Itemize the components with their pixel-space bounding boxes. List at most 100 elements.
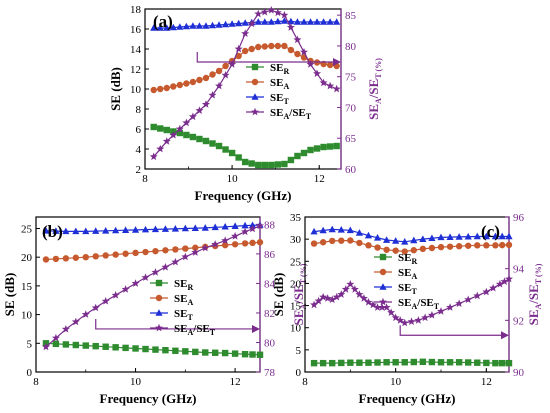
- data-point: [428, 244, 436, 252]
- legend-marker: [379, 253, 387, 261]
- data-point: [122, 250, 129, 257]
- legend-entry-label: SEA​/SET​: [270, 107, 312, 121]
- data-point: [202, 22, 210, 29]
- data-point: [161, 262, 170, 271]
- data-point: [313, 69, 322, 78]
- data-point: [62, 341, 70, 348]
- data-point: [465, 242, 472, 249]
- data-point: [82, 342, 89, 349]
- data-point: [261, 43, 268, 50]
- data-point: [183, 80, 190, 87]
- data-point: [347, 359, 354, 366]
- data-point: [132, 345, 139, 352]
- data-point: [152, 346, 159, 353]
- legend-entry-label: SEA​: [174, 293, 193, 307]
- data-point: [365, 242, 372, 249]
- data-point: [150, 123, 157, 131]
- data-point: [121, 285, 130, 293]
- series-se-a-se-t: [149, 6, 341, 161]
- data-point: [267, 6, 276, 14]
- data-point: [189, 22, 197, 29]
- data-point: [249, 351, 256, 358]
- data-point: [313, 18, 321, 25]
- legend-entry-label: SER​: [174, 278, 193, 292]
- data-point: [333, 142, 340, 150]
- data-point: [419, 358, 427, 366]
- y-tick-label: 10: [290, 323, 302, 335]
- data-point: [338, 359, 345, 367]
- x-tick-label: 10: [390, 376, 402, 388]
- data-point: [400, 318, 409, 327]
- data-point: [274, 17, 282, 25]
- data-point: [474, 359, 481, 366]
- data-point: [42, 256, 50, 263]
- panel-label: (c): [481, 222, 500, 241]
- data-point: [374, 244, 381, 251]
- data-point: [231, 231, 240, 240]
- data-point: [482, 287, 491, 296]
- data-point: [419, 245, 427, 253]
- x-tick-label: 12: [314, 173, 325, 185]
- data-point: [392, 247, 399, 254]
- data-point: [359, 294, 368, 302]
- y-right-axis-title: SEA​/SET (%)​: [291, 263, 308, 325]
- data-point: [299, 47, 308, 56]
- data-point: [428, 358, 436, 366]
- data-point: [82, 253, 89, 261]
- series-se-r: [42, 340, 264, 358]
- data-point: [414, 316, 423, 324]
- legend: SER​SEA​SET​SEA​/SET​: [374, 252, 440, 311]
- data-point: [329, 359, 336, 367]
- axis-indicator-arrow: [95, 318, 258, 330]
- data-point: [332, 84, 341, 93]
- y-right-tick-label: 86: [264, 249, 276, 261]
- data-point: [310, 240, 318, 247]
- data-point: [256, 221, 264, 230]
- data-point: [314, 296, 323, 305]
- data-point: [341, 285, 350, 293]
- y-tick-label: 18: [130, 4, 142, 16]
- data-point: [241, 47, 249, 55]
- data-point: [122, 344, 129, 352]
- data-point: [151, 268, 160, 276]
- data-point: [62, 227, 70, 235]
- data-point: [350, 285, 359, 293]
- data-point: [92, 253, 99, 260]
- data-point: [51, 333, 60, 342]
- chart-panel-1: 8 10 12 2 4 6 8 10 12 14 16 18 60 65 70 75 80 85 (a) Freque…: [108, 4, 383, 203]
- data-point: [505, 241, 513, 249]
- y-tick-label: 8: [136, 104, 142, 116]
- data-point: [181, 252, 190, 261]
- data-point: [455, 359, 463, 366]
- data-point: [273, 8, 282, 17]
- data-point: [410, 358, 417, 366]
- legend-entry-label: SEA​/SET​: [398, 297, 440, 311]
- legend: SER​SEA​SET​SEA​/SET​: [150, 278, 216, 337]
- legend-marker: [155, 323, 163, 332]
- data-point: [72, 254, 80, 261]
- data-point: [231, 222, 239, 229]
- data-point: [401, 359, 408, 366]
- data-point: [157, 85, 164, 93]
- data-point: [182, 348, 189, 355]
- data-point: [455, 243, 463, 250]
- data-point: [209, 71, 216, 78]
- data-point: [163, 24, 171, 31]
- data-point: [268, 161, 275, 169]
- data-point: [364, 298, 373, 306]
- data-point: [356, 239, 363, 247]
- y-tick-label: 10: [21, 310, 33, 322]
- data-point: [92, 227, 100, 234]
- axis-indicator-arrow: [196, 52, 339, 63]
- data-point: [328, 225, 336, 233]
- series-se-r: [150, 123, 340, 169]
- data-point: [421, 313, 430, 322]
- data-point: [142, 248, 149, 256]
- data-point: [171, 224, 179, 232]
- data-point: [149, 152, 158, 161]
- series-se-t: [42, 221, 264, 235]
- data-point: [248, 45, 255, 53]
- data-point: [306, 60, 315, 68]
- x-tick-label: 8: [302, 376, 308, 388]
- data-point: [182, 118, 191, 127]
